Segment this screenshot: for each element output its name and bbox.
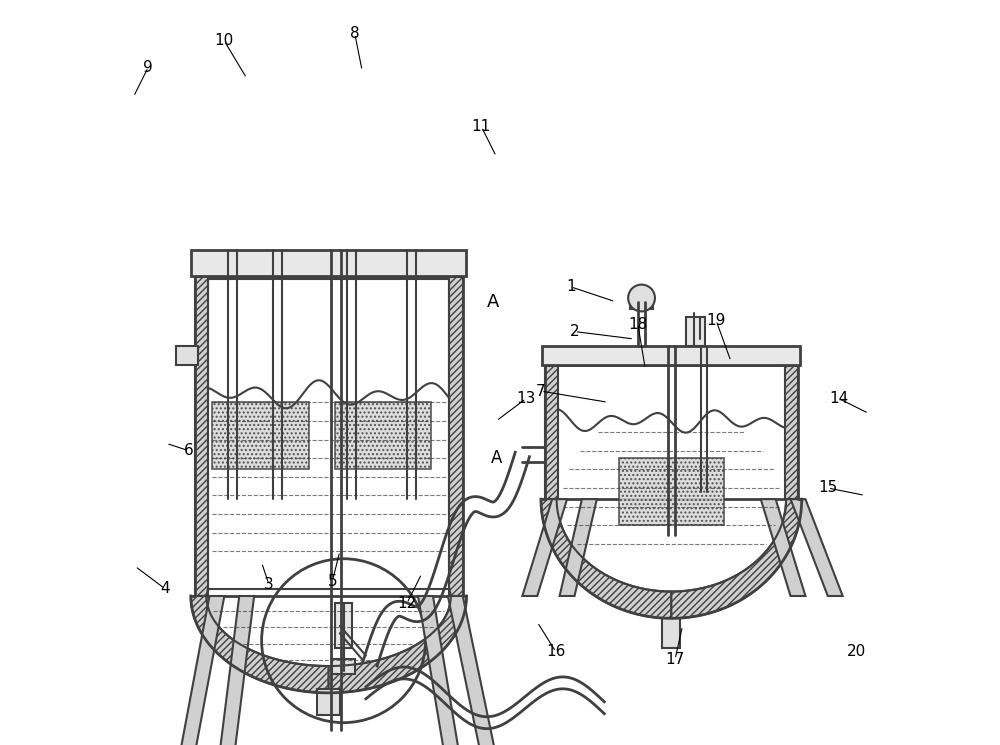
Text: 9: 9 <box>143 60 153 74</box>
Polygon shape <box>541 499 671 618</box>
Bar <box>335 402 431 469</box>
Polygon shape <box>191 596 329 693</box>
Polygon shape <box>791 499 843 596</box>
Bar <box>449 276 463 596</box>
Text: 19: 19 <box>706 313 726 328</box>
Text: 10: 10 <box>215 34 234 48</box>
Text: 7: 7 <box>536 384 546 399</box>
Bar <box>545 365 798 499</box>
Bar <box>195 276 463 596</box>
Text: A: A <box>486 293 499 311</box>
Bar <box>662 618 680 648</box>
Polygon shape <box>448 596 500 745</box>
Text: 3: 3 <box>264 577 274 592</box>
Text: 6: 6 <box>184 443 193 458</box>
Bar <box>191 250 466 276</box>
Text: 1: 1 <box>566 279 576 294</box>
Text: 5: 5 <box>328 574 337 589</box>
Bar <box>545 365 558 499</box>
Polygon shape <box>217 596 254 745</box>
Bar <box>630 298 653 309</box>
Bar <box>542 346 800 365</box>
Bar <box>208 279 449 589</box>
Bar <box>212 402 309 469</box>
Polygon shape <box>418 596 463 745</box>
Text: 18: 18 <box>628 317 647 332</box>
Bar <box>785 365 798 499</box>
Text: 17: 17 <box>665 652 685 667</box>
Bar <box>176 346 198 365</box>
Bar <box>317 689 340 715</box>
Text: 15: 15 <box>818 481 837 495</box>
Polygon shape <box>761 499 805 596</box>
Bar <box>195 276 208 596</box>
Text: 4: 4 <box>160 581 170 596</box>
Bar <box>335 603 352 648</box>
Text: 8: 8 <box>350 26 360 41</box>
Text: 14: 14 <box>829 391 849 406</box>
Text: 11: 11 <box>472 119 491 134</box>
Polygon shape <box>176 596 224 745</box>
Text: 20: 20 <box>846 644 866 659</box>
Polygon shape <box>560 499 597 596</box>
Text: 16: 16 <box>546 644 566 659</box>
Text: A: A <box>491 449 502 467</box>
Bar <box>619 458 724 525</box>
Circle shape <box>628 285 655 311</box>
Polygon shape <box>329 596 466 693</box>
Polygon shape <box>671 499 802 618</box>
Polygon shape <box>522 499 567 596</box>
Text: 13: 13 <box>516 391 536 406</box>
Text: 2: 2 <box>570 324 579 339</box>
Text: 12: 12 <box>397 596 416 611</box>
Bar <box>332 659 355 674</box>
Bar <box>686 317 705 346</box>
